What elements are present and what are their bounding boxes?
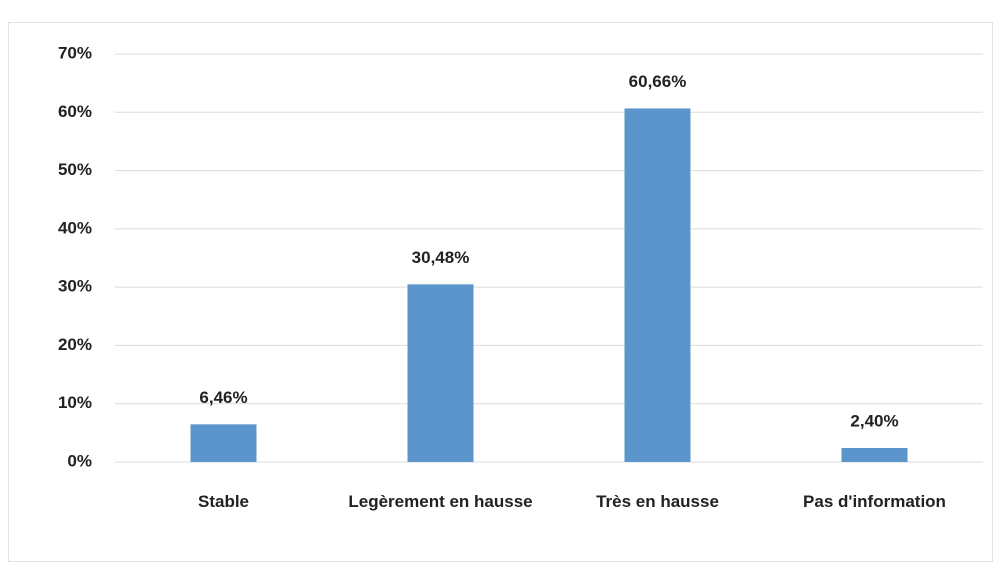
y-tick-label: 20%: [58, 335, 92, 354]
bar: [190, 424, 257, 462]
x-tick-label: Très en hausse: [596, 492, 719, 511]
y-tick-label: 30%: [58, 277, 92, 296]
data-label: 6,46%: [199, 388, 247, 407]
x-tick-label: Legèrement en hausse: [348, 492, 533, 511]
bar: [624, 108, 691, 463]
x-tick-label: Stable: [197, 492, 250, 511]
y-tick-label: 40%: [58, 218, 92, 237]
data-label: 30,48%: [412, 248, 470, 267]
chart-frame: [8, 22, 993, 562]
y-tick-label: 0%: [67, 451, 92, 470]
y-tick-label: 60%: [58, 102, 92, 121]
x-tick-label: Pas d'information: [803, 492, 946, 511]
y-tick-label: 70%: [58, 43, 92, 62]
data-label: 60,66%: [629, 72, 687, 91]
y-tick-label: 50%: [58, 160, 92, 179]
bar: [407, 284, 474, 462]
bar: [841, 448, 908, 462]
data-label: 2,40%: [850, 411, 898, 430]
y-tick-label: 10%: [58, 393, 92, 412]
